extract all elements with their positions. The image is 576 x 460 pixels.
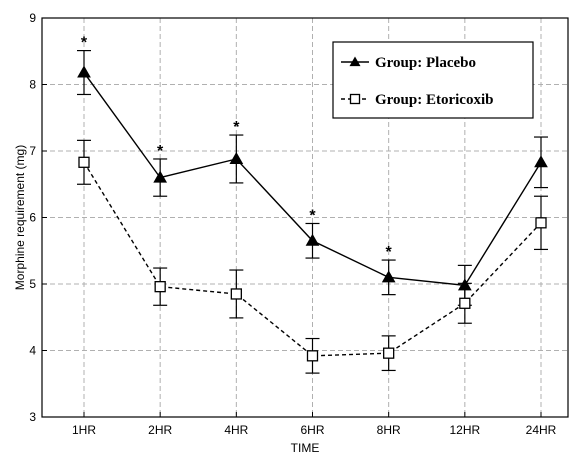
- significance-asterisk: *: [233, 119, 240, 136]
- x-tick-label: 12HR: [449, 423, 480, 437]
- significance-asterisk: *: [81, 35, 88, 52]
- data-point-square: [306, 350, 319, 362]
- x-tick-label: 6HR: [300, 423, 324, 437]
- annotations-layer: * * * * *: [81, 35, 393, 261]
- data-point-triangle: [534, 155, 548, 168]
- series-etoricoxib: [77, 139, 548, 374]
- x-tick-label: 4HR: [224, 423, 248, 437]
- y-tick-label: 9: [29, 11, 36, 25]
- data-point-square: [459, 297, 471, 309]
- y-tick-label: 3: [29, 410, 36, 424]
- x-tick-label: 24HR: [526, 423, 557, 437]
- plot-frame: [41, 17, 569, 418]
- significance-asterisk: *: [386, 244, 393, 261]
- significance-asterisk: *: [157, 143, 164, 160]
- y-axis-title: Morphine requirement (mg): [13, 145, 27, 290]
- data-point-square: [78, 156, 90, 168]
- y-tick-label: 7: [29, 144, 36, 158]
- data-point-triangle: [77, 65, 91, 78]
- data-point-square: [154, 281, 166, 293]
- data-point-triangle: [229, 151, 244, 164]
- y-tick-label: 5: [29, 277, 36, 291]
- legend-box: [332, 41, 534, 119]
- y-tick-label: 4: [29, 344, 36, 358]
- legend-marker-square: [349, 93, 361, 105]
- significance-asterisk: *: [309, 207, 316, 224]
- data-point-square: [535, 217, 547, 229]
- series-layer: [77, 49, 548, 374]
- y-tick-label: 8: [29, 78, 36, 92]
- data-point-triangle: [305, 233, 320, 246]
- x-tick-label: 1HR: [72, 423, 96, 437]
- legend-marker-triangle: [349, 56, 361, 67]
- x-tick-label: 2HR: [148, 423, 172, 437]
- legend-label: Group: Etoricoxib: [375, 92, 493, 108]
- legend-label: Group: Placebo: [375, 55, 476, 71]
- y-tick-label: 6: [29, 211, 36, 225]
- data-point-square: [230, 288, 242, 300]
- data-point-triangle: [381, 270, 396, 283]
- legend-entry-etoricoxib: Group: Etoricoxib: [341, 92, 493, 108]
- data-point-square: [383, 347, 395, 359]
- axis-ticks: 3 4 5 6 7 8 9 1HR 2HR 4HR 6HR 8HR 12HR 24HR: [29, 11, 556, 437]
- x-tick-label: 8HR: [377, 423, 401, 437]
- legend-entry-placebo: Group: Placebo: [341, 55, 476, 71]
- legend: Group: Placebo Group: Etoricoxib: [332, 41, 534, 119]
- data-point-triangle: [153, 170, 168, 183]
- x-axis-title: TIME: [291, 441, 320, 455]
